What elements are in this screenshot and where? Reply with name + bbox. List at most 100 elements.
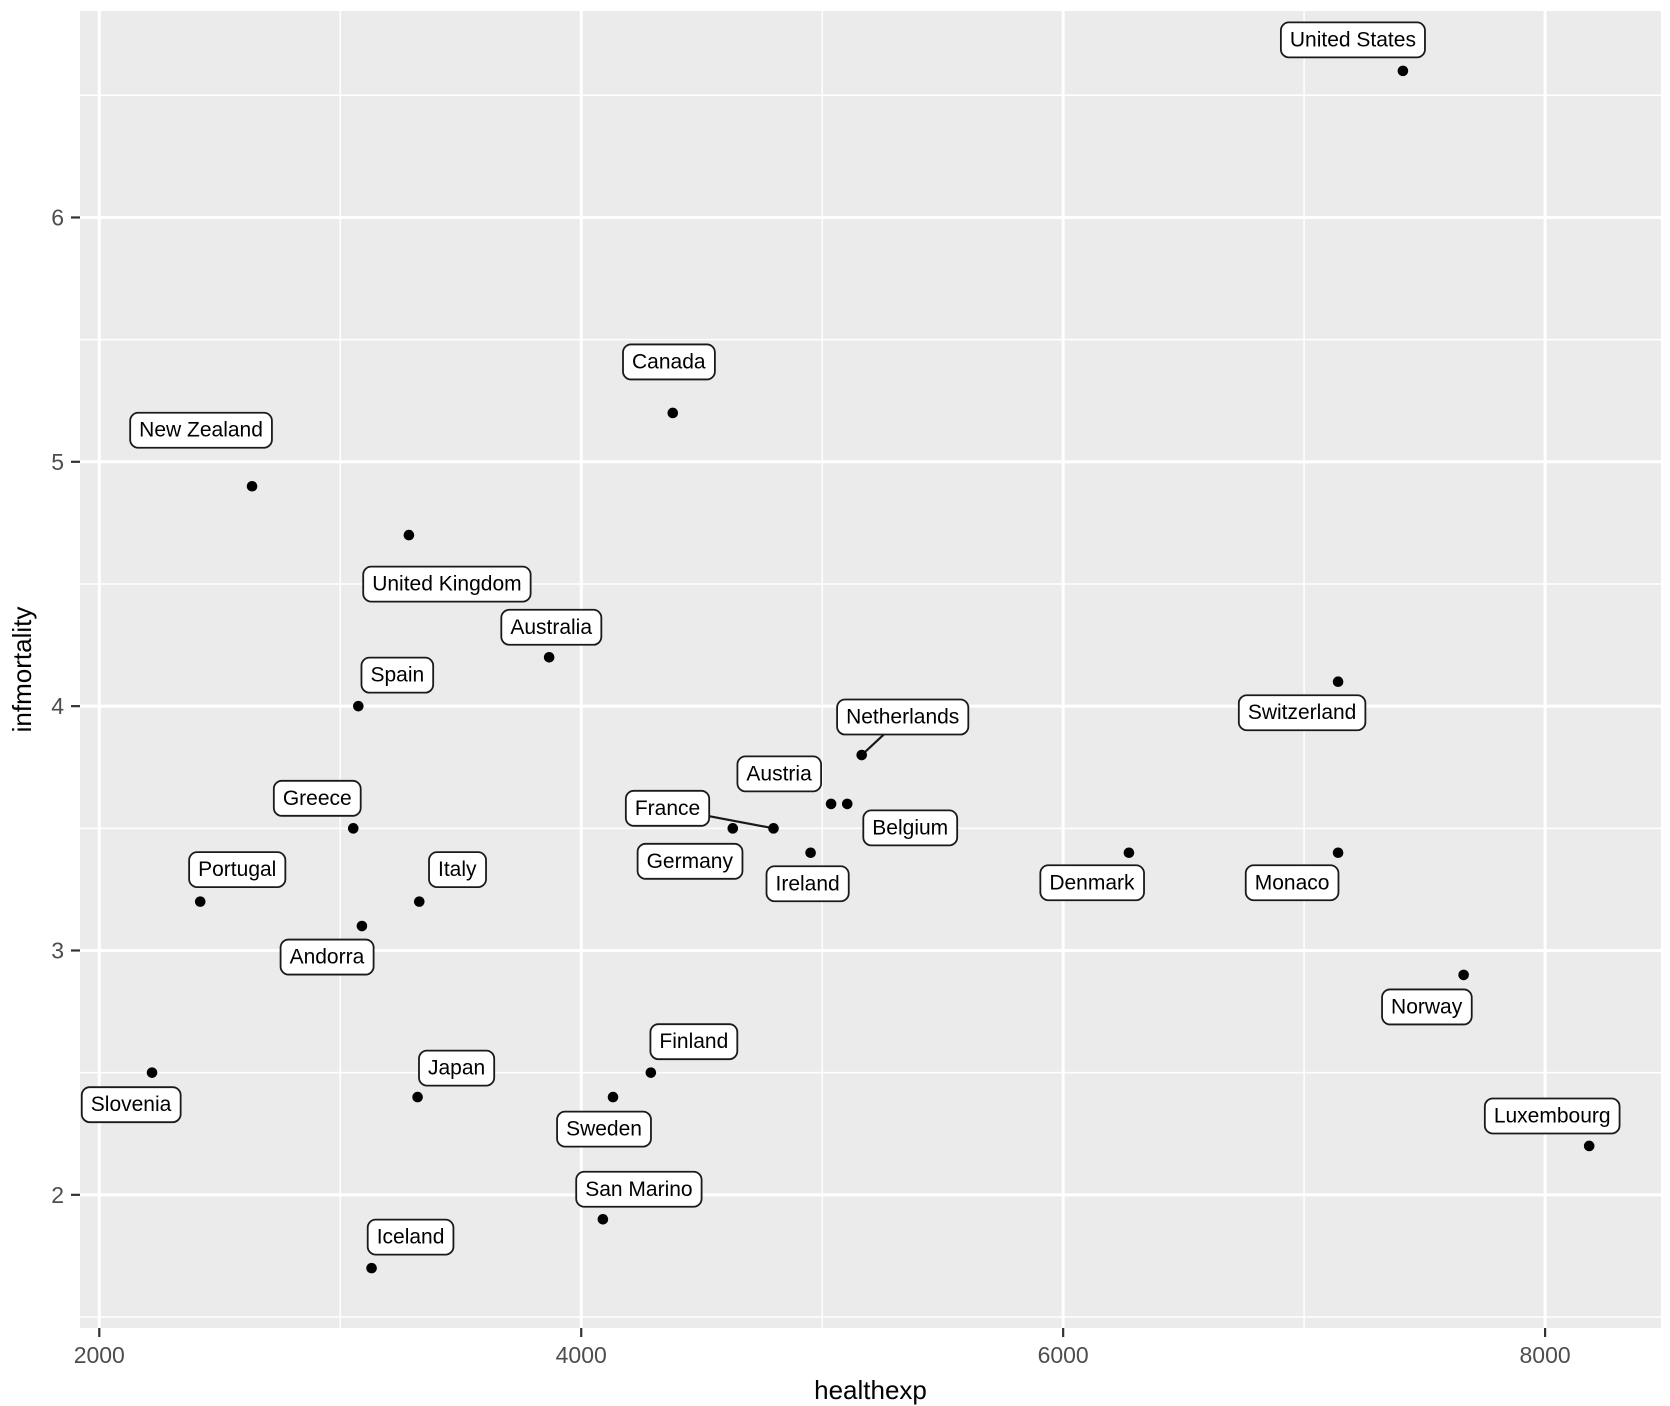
y-axis-tick-label: 6 [51, 204, 64, 230]
country-label: Iceland [366, 1218, 455, 1256]
country-label-box [1039, 864, 1145, 902]
country-label-text: Italy [438, 858, 477, 881]
country-label-box [1483, 1097, 1621, 1135]
country-label-text: Germany [647, 850, 734, 873]
country-label-text: San Marino [585, 1178, 692, 1201]
country-label: Sweden [556, 1110, 652, 1148]
country-label: Finland [649, 1023, 739, 1061]
country-label: Norway [1381, 988, 1473, 1026]
country-label-box [575, 1170, 703, 1208]
country-label-box [1381, 988, 1473, 1026]
x-axis-tick-label: 8000 [1520, 1342, 1571, 1368]
country-label-box [862, 809, 959, 847]
x-axis-tick-label: 4000 [556, 1342, 607, 1368]
data-point [412, 1091, 423, 1103]
y-axis-title: infmortality [7, 607, 37, 733]
country-label: Canada [622, 343, 716, 381]
data-point [1397, 65, 1409, 77]
data-point [856, 749, 868, 761]
data-point [727, 823, 739, 834]
x-axis-title: healthexp [814, 1375, 927, 1405]
country-label: United States [1279, 21, 1426, 59]
data-point [667, 407, 679, 419]
y-axis-tick-label: 2 [51, 1182, 64, 1208]
country-label: Luxembourg [1483, 1097, 1621, 1135]
country-label-box [362, 565, 532, 603]
y-axis-tick-label: 3 [51, 937, 64, 963]
country-label-box [1244, 864, 1340, 902]
country-label-box [366, 1218, 455, 1256]
data-point [825, 798, 837, 810]
country-label: France [624, 789, 711, 827]
data-point [246, 480, 258, 492]
country-label: Austria [736, 755, 823, 793]
country-label-text: United States [1290, 28, 1416, 51]
country-label: Ireland [765, 865, 850, 903]
country-label-box [836, 698, 970, 736]
country-label: Slovenia [80, 1086, 182, 1124]
data-point [543, 651, 555, 663]
country-label-text: Greece [283, 787, 352, 810]
country-label-text: Australia [510, 616, 592, 639]
y-axis-tick-label: 4 [51, 693, 64, 719]
country-label-box [736, 755, 823, 793]
country-label-text: Portugal [198, 858, 276, 881]
country-label-box [500, 608, 603, 646]
country-label: Netherlands [836, 698, 970, 736]
country-label-box [624, 789, 711, 827]
plot-panel [80, 11, 1661, 1328]
country-label: Greece [272, 779, 362, 817]
country-label-text: Spain [370, 664, 424, 687]
country-label: New Zealand [129, 411, 273, 449]
data-point [645, 1067, 657, 1078]
data-point [366, 1262, 377, 1274]
country-label-text: Norway [1391, 995, 1463, 1018]
country-label-text: Belgium [872, 816, 948, 839]
data-point [353, 700, 364, 712]
country-label-box [80, 1086, 182, 1124]
country-label-text: Andorra [290, 946, 365, 969]
country-label-box [188, 851, 287, 889]
country-label-text: Austria [746, 762, 812, 785]
country-label: Japan [418, 1049, 496, 1087]
country-label: Denmark [1039, 864, 1145, 902]
country-label: Germany [636, 842, 744, 880]
data-point [413, 896, 425, 907]
data-point [1458, 969, 1469, 981]
data-point [1332, 676, 1344, 688]
country-label: Australia [500, 608, 603, 646]
country-label: Andorra [279, 938, 375, 976]
data-point [347, 823, 359, 834]
country-label-box [636, 842, 744, 880]
data-point [607, 1091, 619, 1103]
country-label-box [1279, 21, 1426, 59]
data-point [805, 847, 816, 859]
x-axis-tick-label: 2000 [74, 1342, 125, 1368]
country-label: Italy [428, 851, 487, 889]
data-point [1332, 847, 1344, 859]
country-label-box [418, 1049, 496, 1087]
country-label: Belgium [862, 809, 959, 847]
data-point [356, 920, 368, 932]
data-point [1123, 847, 1135, 859]
country-label-text: Monaco [1255, 871, 1330, 894]
country-label-box [272, 779, 362, 817]
country-label-text: Sweden [566, 1118, 642, 1141]
country-label-text: Finland [659, 1030, 728, 1053]
x-axis-tick-label: 6000 [1038, 1342, 1089, 1368]
country-label-text: Luxembourg [1494, 1104, 1611, 1127]
country-label-text: Netherlands [846, 706, 959, 729]
country-label-text: Denmark [1049, 871, 1135, 894]
data-point [194, 896, 206, 907]
country-label-box [556, 1110, 652, 1148]
country-label-box [649, 1023, 739, 1061]
country-label-box [1237, 694, 1367, 732]
country-label-box [360, 656, 435, 694]
country-label-text: France [635, 797, 700, 820]
country-label-text: Japan [428, 1057, 485, 1080]
country-label-box [765, 865, 850, 903]
data-point [597, 1213, 609, 1225]
country-label-text: New Zealand [139, 419, 263, 442]
